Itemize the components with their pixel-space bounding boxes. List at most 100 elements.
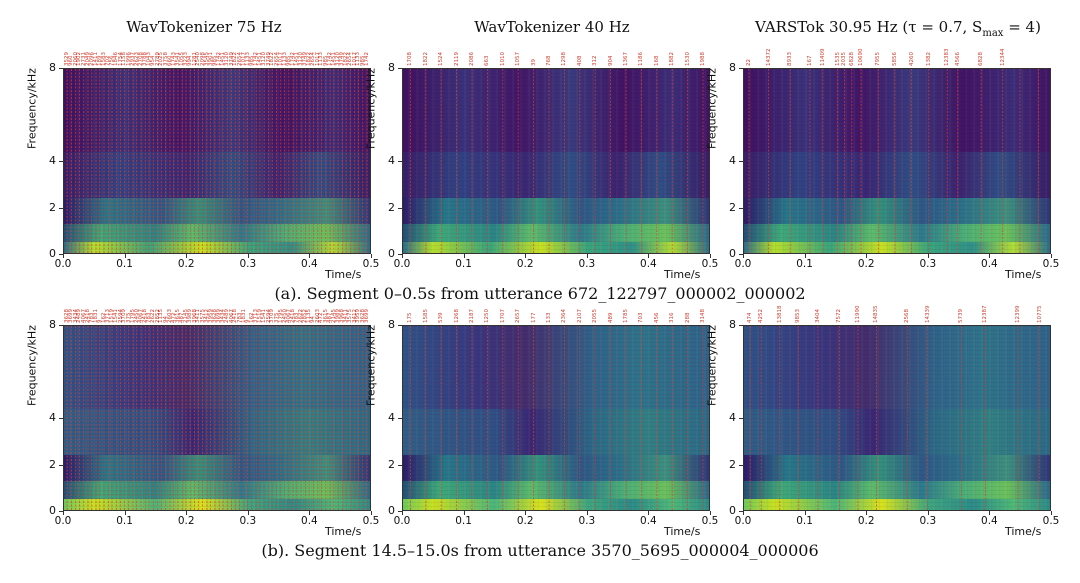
y-tick-label: 4 bbox=[49, 411, 56, 424]
token-id-label: 1530 bbox=[684, 52, 691, 66]
token-id-label: 2055 bbox=[592, 309, 599, 323]
y-tick-mark bbox=[739, 68, 743, 69]
panel-title-wav40: WavTokenizer 40 Hz bbox=[474, 18, 630, 36]
token-id-label: 39 bbox=[530, 59, 537, 66]
x-tick-label: 0.1 bbox=[796, 258, 813, 270]
x-tick-mark bbox=[402, 254, 403, 258]
token-id-label: 168 bbox=[653, 55, 660, 67]
x-tick-label: 0.0 bbox=[54, 258, 72, 270]
token-id-label: 12383 bbox=[944, 48, 951, 67]
x-tick-mark bbox=[866, 254, 868, 258]
y-tick-mark bbox=[739, 207, 743, 209]
token-id-label: 288 bbox=[684, 312, 691, 324]
y-tick-label: 4 bbox=[729, 411, 736, 424]
x-tick-label: 0.3 bbox=[578, 258, 596, 270]
y-axis-label: Frequency/kHz bbox=[705, 68, 719, 149]
token-id-label: 10775 bbox=[1036, 305, 1043, 324]
token-id-label: 12399 bbox=[1015, 305, 1022, 324]
panel-title-varstok-sub: max bbox=[982, 28, 1004, 39]
y-tick-mark bbox=[59, 325, 63, 326]
band-mid-high bbox=[744, 408, 1050, 455]
x-tick-mark bbox=[927, 511, 929, 515]
token-id-label: 4566 bbox=[954, 52, 961, 66]
frame-texture bbox=[64, 69, 370, 253]
panel-title-varstok-end: = 4) bbox=[1003, 18, 1041, 36]
x-tick-mark bbox=[866, 511, 868, 515]
y-tick-mark bbox=[739, 254, 743, 255]
band-mid bbox=[64, 454, 370, 481]
token-id-label: 2086 bbox=[468, 52, 475, 66]
x-tick-mark bbox=[927, 254, 929, 258]
y-tick-label: 0 bbox=[729, 247, 736, 260]
band-lowest bbox=[744, 498, 1050, 510]
token-id-label: 5856 bbox=[891, 52, 898, 66]
y-tick-label: 8 bbox=[729, 318, 736, 331]
y-tick-label: 4 bbox=[388, 411, 395, 424]
token-id-label: 13818 bbox=[776, 305, 783, 324]
token-id-label: 1785 bbox=[622, 309, 629, 323]
band-high bbox=[744, 69, 1050, 152]
x-tick-mark bbox=[743, 511, 744, 515]
band-low bbox=[403, 480, 709, 499]
x-tick-mark bbox=[186, 511, 188, 515]
token-id-label: 2119 bbox=[453, 52, 460, 66]
spectrogram-panel-2 bbox=[402, 68, 710, 254]
x-tick-label: 0.2 bbox=[516, 515, 534, 527]
x-tick-label: 0.0 bbox=[54, 515, 72, 527]
y-tick-mark bbox=[398, 68, 402, 69]
token-id-label: 4260 bbox=[908, 52, 915, 66]
token-id-label: 14372 bbox=[765, 48, 772, 67]
token-id-label: 456 bbox=[653, 312, 660, 324]
x-tick-mark bbox=[124, 254, 126, 258]
x-tick-label: 0.0 bbox=[734, 515, 752, 527]
y-tick-mark bbox=[398, 464, 402, 466]
x-tick-label: 0.2 bbox=[857, 515, 875, 527]
x-tick-mark bbox=[1051, 511, 1052, 515]
y-tick-mark bbox=[398, 511, 402, 512]
x-tick-mark bbox=[525, 254, 527, 258]
x-tick-label: 0.4 bbox=[640, 258, 657, 270]
x-tick-mark bbox=[309, 254, 311, 258]
band-lowest bbox=[744, 241, 1050, 253]
token-id-label: 1708 bbox=[407, 52, 414, 66]
panel-title-varstok-main: VARSTok 30.95 Hz (τ = 0.7, S bbox=[755, 18, 983, 36]
token-id-label: 1057 bbox=[515, 52, 522, 66]
y-tick-mark bbox=[59, 254, 63, 255]
band-mid bbox=[403, 454, 709, 481]
x-tick-label: 0.3 bbox=[919, 515, 937, 527]
y-axis-label: Frequency/kHz bbox=[25, 325, 39, 406]
x-tick-mark bbox=[63, 511, 64, 515]
x-tick-mark bbox=[1051, 254, 1052, 258]
frame-texture bbox=[403, 69, 709, 253]
x-tick-label: 0.1 bbox=[796, 515, 813, 527]
token-id-labels: 175 1585 539 1268 2187 1250 1707 2657 177 133 2364… bbox=[402, 309, 710, 323]
band-lowest bbox=[403, 498, 709, 510]
token-id-label: 12387 bbox=[982, 305, 989, 324]
x-tick-mark bbox=[186, 254, 188, 258]
token-id-label: 768 bbox=[545, 55, 552, 67]
band-mid-high bbox=[744, 151, 1050, 198]
token-id-labels: 474 4252 13818 9853 3404 7572 11990 14835 2568 14… bbox=[743, 305, 1051, 324]
token-id-label: 1298 bbox=[561, 52, 568, 66]
y-tick-mark bbox=[59, 511, 63, 512]
x-tick-mark bbox=[804, 254, 806, 258]
y-tick-mark bbox=[739, 325, 743, 326]
y-tick-mark bbox=[739, 418, 743, 419]
token-id-label: 6828 bbox=[848, 52, 855, 66]
token-id-label: 474 bbox=[747, 312, 754, 324]
y-tick-label: 4 bbox=[388, 154, 395, 167]
x-tick-label: 0.3 bbox=[239, 515, 257, 527]
x-tick-label: 0.4 bbox=[301, 515, 318, 527]
x-tick-label: 0.1 bbox=[455, 515, 472, 527]
token-id-label: 1250 bbox=[484, 309, 491, 323]
band-low bbox=[744, 480, 1050, 499]
y-tick-mark bbox=[59, 418, 63, 419]
x-tick-mark bbox=[648, 254, 650, 258]
token-id-label: 1585 bbox=[422, 309, 429, 323]
band-mid bbox=[744, 197, 1050, 224]
token-id-label: 22 bbox=[745, 59, 752, 66]
token-id-label: 11409 bbox=[819, 48, 826, 67]
band-mid-high bbox=[64, 151, 370, 198]
token-id-labels: 1708 1822 1524 2119 2086 663 1010 1057 39 768 1298… bbox=[402, 52, 710, 66]
spectrogram-panel-5 bbox=[402, 325, 710, 511]
